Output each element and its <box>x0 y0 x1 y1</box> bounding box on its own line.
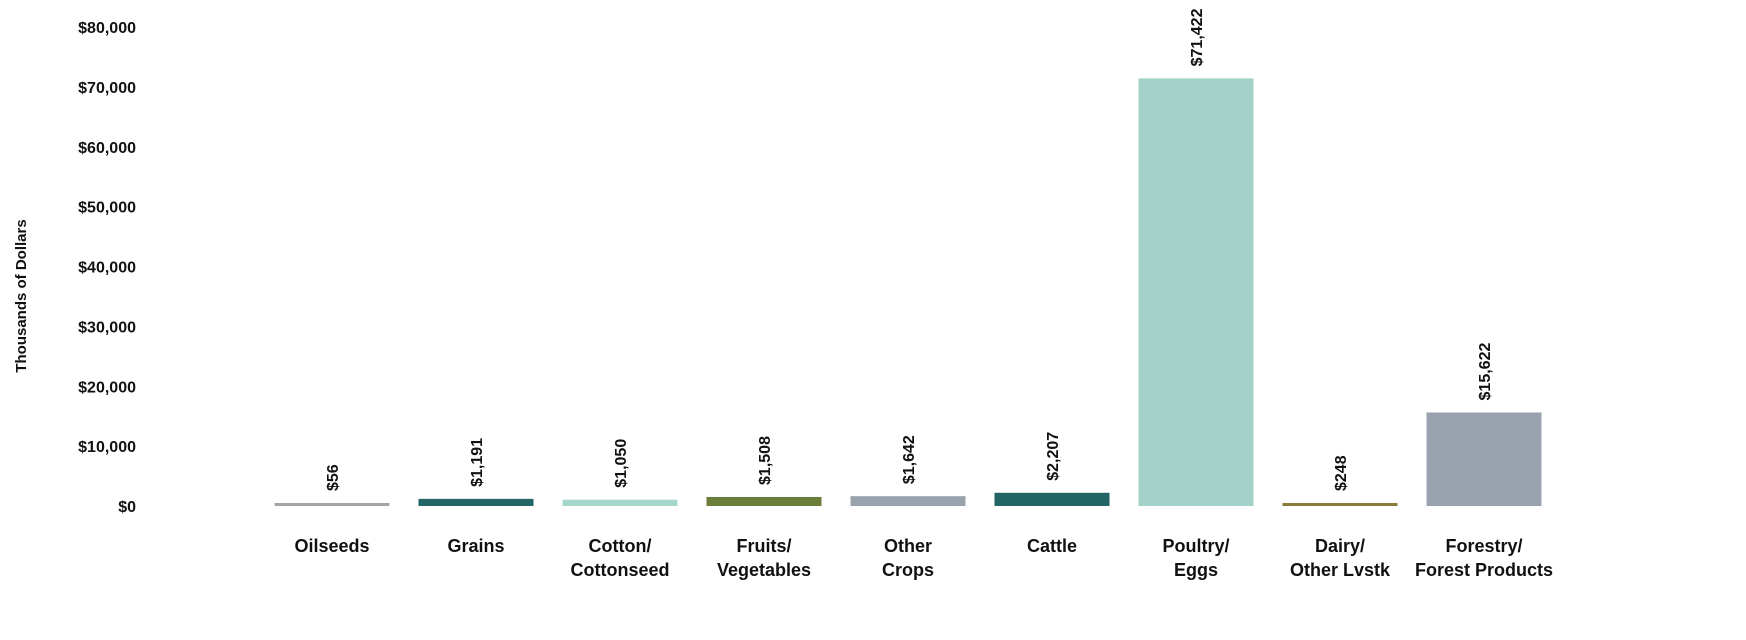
category-label: Forestry/ <box>1445 536 1522 556</box>
bar-value-label: $248 <box>1333 455 1350 491</box>
bar-value-label: $1,191 <box>469 438 486 487</box>
bar <box>1426 412 1542 506</box>
category-label: Cattle <box>1027 536 1077 556</box>
category-label: Other Lvstk <box>1290 560 1391 580</box>
y-tick-label: $70,000 <box>78 80 136 97</box>
bar-value-label: $15,622 <box>1477 343 1494 401</box>
category-label: Dairy/ <box>1315 536 1365 556</box>
y-axis-title: Thousands of Dollars <box>13 219 30 372</box>
y-tick-label: $60,000 <box>78 140 136 157</box>
category-label: Cottonseed <box>571 560 670 580</box>
y-tick-label: $10,000 <box>78 439 136 456</box>
bar <box>994 492 1110 506</box>
bar-value-label: $1,508 <box>757 436 774 485</box>
bar <box>418 498 534 506</box>
x-axis-labels: Oilseeds Grains Cotton/Cottonseed Fruits/Ve… <box>294 536 1553 580</box>
bar <box>706 496 822 506</box>
category-label: Fruits/ <box>736 536 791 556</box>
bar <box>1282 503 1398 506</box>
bar-value-label: $1,642 <box>901 435 918 484</box>
bar-value-label: $2,207 <box>1045 432 1062 481</box>
category-label: Vegetables <box>717 560 811 580</box>
y-tick-label: $40,000 <box>78 260 136 277</box>
category-label: Eggs <box>1174 560 1218 580</box>
bar-value-label: $71,422 <box>1189 8 1206 66</box>
category-label: Forest Products <box>1415 560 1553 580</box>
y-tick-label: $30,000 <box>78 319 136 336</box>
category-label: Crops <box>882 560 934 580</box>
bars-group <box>274 78 1542 506</box>
y-tick-label: $80,000 <box>78 20 136 37</box>
bar-value-label: $56 <box>325 464 342 491</box>
bar <box>562 499 678 506</box>
bar <box>850 496 966 506</box>
y-tick-label: $20,000 <box>78 379 136 396</box>
bar <box>1138 78 1254 506</box>
category-label: Oilseeds <box>294 536 369 556</box>
category-label: Cotton/ <box>589 536 652 556</box>
category-label: Other <box>884 536 932 556</box>
data-labels-group: $56 $1,191 $1,050 $1,508 $1,642 $2,207 $71,422… <box>325 8 1494 491</box>
y-tick-label: $50,000 <box>78 200 136 217</box>
bar-value-label: $1,050 <box>613 439 630 488</box>
category-label: Poultry/ <box>1162 536 1229 556</box>
bar <box>274 503 390 506</box>
y-axis-ticks: $0 $10,000 $20,000 $30,000 $40,000 $50,000 $60… <box>78 20 136 516</box>
category-label: Grains <box>447 536 504 556</box>
y-tick-label: $0 <box>118 499 136 516</box>
